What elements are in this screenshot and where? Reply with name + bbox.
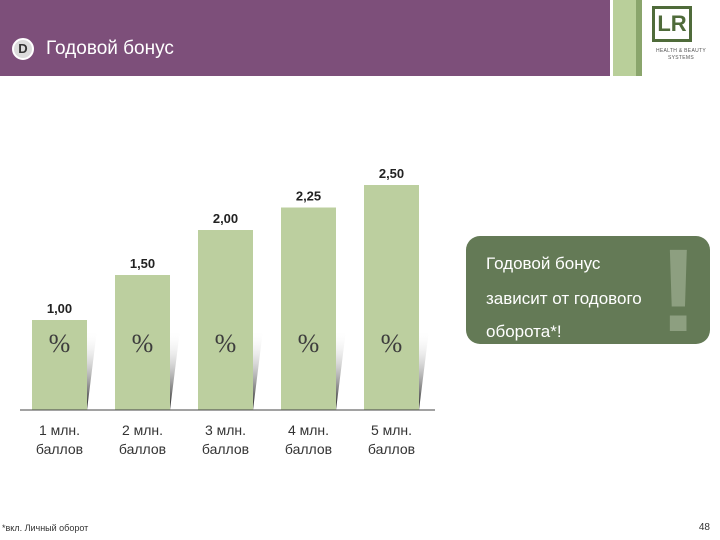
category-label-3-line-1: 3 млн. [205, 422, 246, 438]
category-label-2-line-2: баллов [119, 441, 166, 457]
footnote: *вкл. Личный оборот [2, 523, 89, 533]
bars-layer: 1,00% 1 млн. баллов 1,50% 2 млн. баллов 2,00% 3… [32, 166, 429, 457]
bar-2 [115, 275, 170, 410]
exclamation-icon: ! [658, 236, 698, 344]
category-label-4-line-2: баллов [285, 441, 332, 457]
bar-shadow [170, 330, 180, 410]
callout-line-3: оборота*! [486, 322, 562, 341]
percent-symbol-5: % [381, 329, 403, 358]
value-label-5: 2,50 [379, 166, 404, 181]
percent-symbol-1: % [49, 329, 71, 358]
bar-4 [281, 207, 336, 410]
value-label-3: 2,00 [213, 211, 238, 226]
bar-5 [364, 185, 419, 410]
page-title: Годовой бонус [46, 38, 174, 59]
percent-symbol-4: % [298, 329, 320, 358]
percent-symbol-3: % [215, 329, 237, 358]
header-stripe-dark [636, 0, 642, 76]
callout-box: ! Годовой бонус зависит от годового обор… [466, 236, 710, 344]
header-stripe [613, 0, 636, 76]
category-label-2-line-1: 2 млн. [122, 422, 163, 438]
bar-shadow [419, 330, 429, 410]
callout-line-1: Годовой бонус [486, 254, 601, 273]
page-number: 48 [698, 522, 710, 533]
logo-text: HEALTH & BEAUTY SYSTEMS [656, 48, 706, 61]
bar-shadow [253, 330, 263, 410]
bar-shadow [336, 330, 346, 410]
category-label-5-line-2: баллов [368, 441, 415, 457]
bar-3 [198, 230, 253, 410]
bar-shadow [87, 330, 97, 410]
category-label-3-line-2: баллов [202, 441, 249, 457]
category-label-5-line-1: 5 млн. [371, 422, 412, 438]
category-label-1-line-1: 1 млн. [39, 422, 80, 438]
callout-line-2: зависит от годового [486, 289, 642, 308]
category-label-1-line-2: баллов [36, 441, 83, 457]
value-label-1: 1,00 [47, 301, 72, 316]
bar-1 [32, 320, 87, 410]
percent-symbol-2: % [132, 329, 154, 358]
header-bar: D Годовой бонус [0, 0, 610, 76]
value-label-4: 2,25 [296, 189, 321, 204]
logo-mark: LR [652, 6, 692, 42]
value-label-2: 1,50 [130, 256, 155, 271]
logo: LR HEALTH & BEAUTY SYSTEMS [642, 0, 720, 76]
section-badge: D [12, 38, 34, 60]
category-label-4-line-1: 4 млн. [288, 422, 329, 438]
